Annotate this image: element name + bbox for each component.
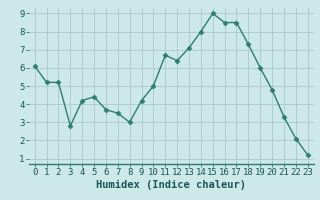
X-axis label: Humidex (Indice chaleur): Humidex (Indice chaleur) <box>96 180 246 190</box>
